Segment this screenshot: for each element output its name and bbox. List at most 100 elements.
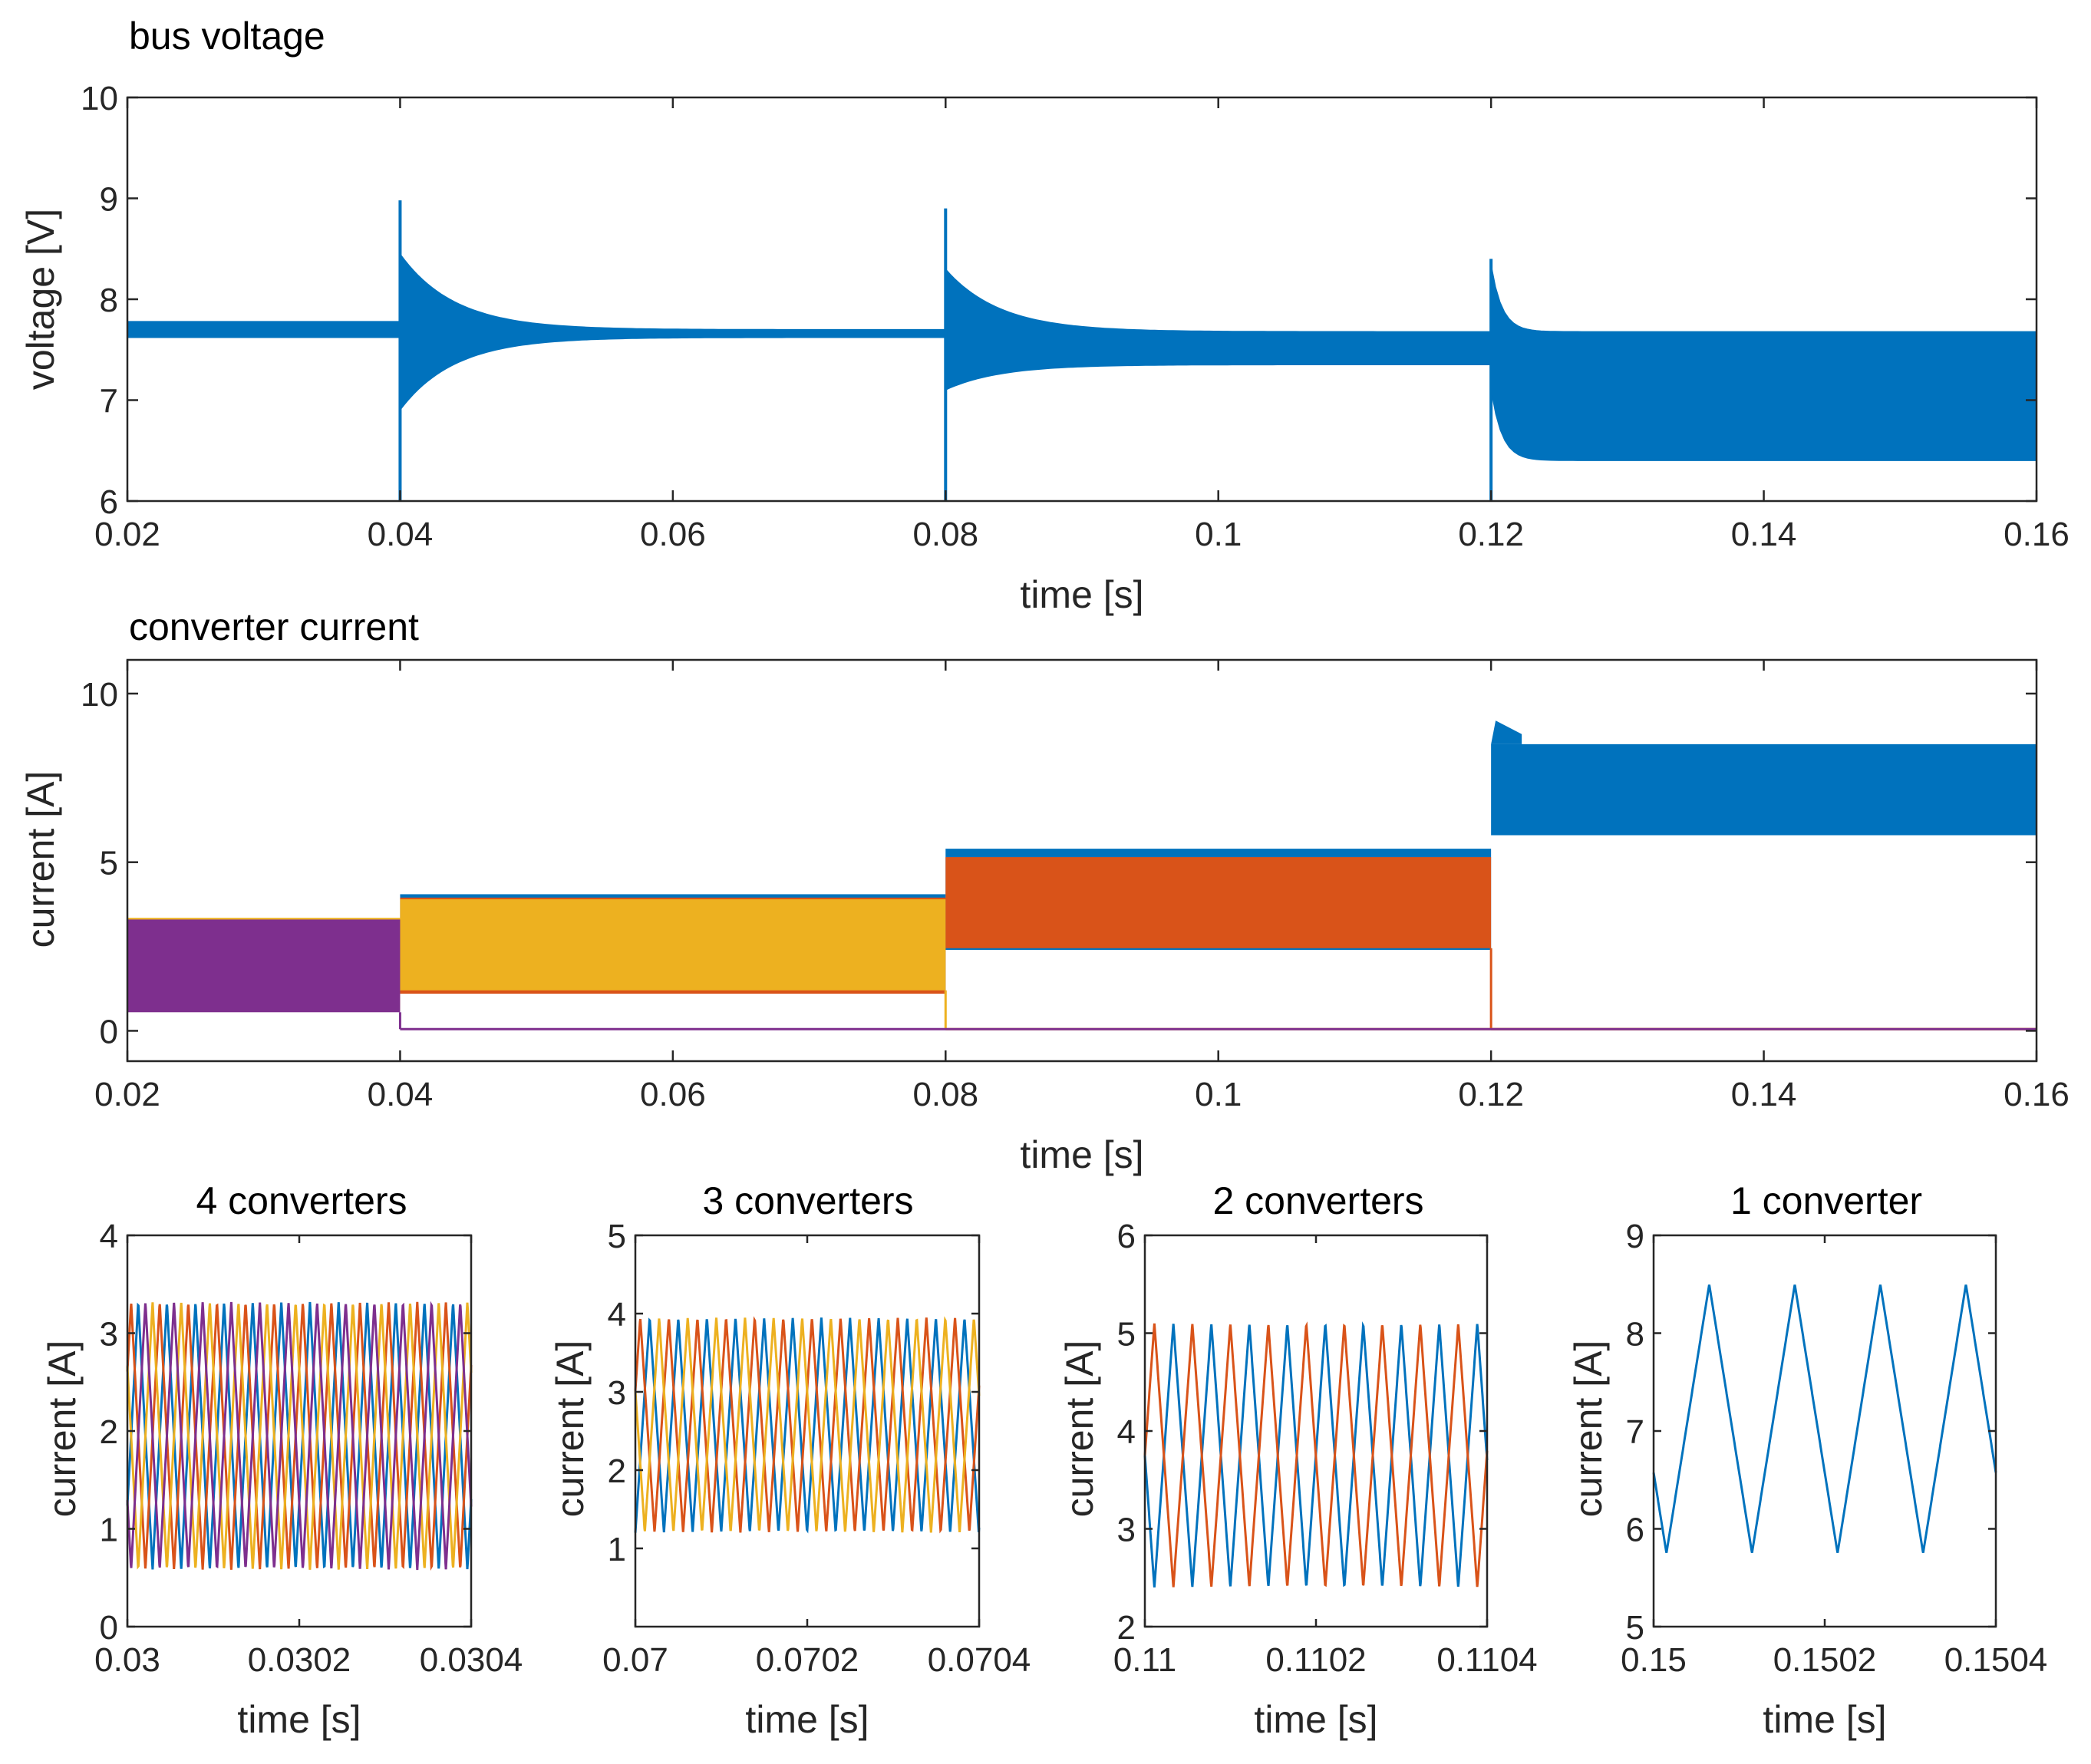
zoom-4-x-ticks: 0.03 0.0302 0.0304	[94, 1235, 523, 1679]
bus-voltage-band	[1490, 263, 2037, 461]
zoom-3-y-label: current [A]	[549, 1340, 592, 1518]
zoom-2-converters-panel: 2 converters 0.11 0.1102 0.1104 2 3 4 5 6 time…	[1058, 1179, 1538, 1741]
y-tick-label: 9	[100, 181, 118, 219]
zoom-3-y-ticks: 1 2 3 4 5	[608, 1218, 979, 1568]
x-tick-label: 0.06	[640, 1076, 706, 1113]
x-tick-label: 0.0704	[928, 1641, 1031, 1679]
x-tick-label: 0.1504	[1944, 1641, 2048, 1679]
converter-current-x-label: time [s]	[1020, 1133, 1143, 1176]
y-tick-label: 1	[608, 1531, 626, 1568]
zoom-4-axes	[126, 1234, 473, 1628]
y-tick-label: 0	[100, 1609, 118, 1647]
converter-current-plot	[127, 720, 2037, 1030]
converter-current-x-ticks: 0.02 0.04 0.06 0.08 0.1 0.12 0.14 0.16	[94, 660, 2070, 1113]
y-tick-label: 9	[1626, 1218, 1644, 1255]
z4-series-3	[126, 1302, 473, 1570]
y-tick-label: 0	[100, 1013, 118, 1050]
x-tick-label: 0.16	[2004, 1076, 2070, 1113]
x-tick-label: 0.0304	[420, 1641, 523, 1679]
current-overshoot	[1491, 720, 1522, 744]
z3-series-1	[634, 1317, 981, 1534]
y-tick-label: 4	[1117, 1413, 1136, 1451]
y-tick-label: 5	[100, 845, 118, 882]
y-tick-label: 5	[1626, 1609, 1644, 1647]
zoom-3-converters-panel: 3 converters 0.07 0.0702 0.0704 1 2 3 4 5 time…	[549, 1179, 1031, 1741]
y-tick-label: 10	[81, 80, 118, 117]
y-tick-label: 1	[100, 1512, 118, 1549]
zoom-4-x-label: time [s]	[237, 1698, 361, 1741]
zoom-2-x-ticks: 0.11 0.1102 0.1104	[1113, 1235, 1538, 1679]
bus-voltage-band	[945, 268, 1492, 391]
zoom-4-converters-panel: 4 converters 0.03 0.0302 0.0304 0 1 2 3 4 time…	[41, 1179, 523, 1741]
bus-voltage-title: bus voltage	[129, 15, 325, 58]
x-tick-label: 0.03	[94, 1641, 160, 1679]
y-tick-label: 2	[1117, 1609, 1136, 1647]
y-tick-label: 3	[1117, 1512, 1136, 1549]
x-tick-label: 0.04	[368, 516, 434, 553]
y-tick-label: 6	[1626, 1512, 1644, 1549]
x-tick-label: 0.12	[1458, 1076, 1524, 1113]
zoom-4-y-ticks: 0 1 2 3 4	[100, 1218, 471, 1647]
y-tick-label: 8	[100, 282, 118, 319]
zoom-1-y-label: current [A]	[1567, 1340, 1610, 1518]
y-tick-label: 8	[1626, 1316, 1644, 1353]
y-tick-label: 6	[1117, 1218, 1136, 1255]
zoom-1-plot	[1652, 1284, 1997, 1553]
x-tick-label: 0.04	[368, 1076, 434, 1113]
x-tick-label: 0.02	[94, 1076, 160, 1113]
zoom-4-plot	[126, 1301, 473, 1571]
zoom-1-title: 1 converter	[1730, 1179, 1922, 1222]
x-tick-label: 0.1	[1195, 1076, 1242, 1113]
x-tick-label: 0.14	[1731, 1076, 1797, 1113]
x-tick-label: 0.15	[1621, 1641, 1687, 1679]
x-tick-label: 0.1502	[1773, 1641, 1877, 1679]
y-tick-label: 7	[100, 383, 118, 420]
zoom-3-x-label: time [s]	[745, 1698, 869, 1741]
bus-voltage-x-label: time [s]	[1020, 573, 1143, 616]
zoom-4-y-label: current [A]	[41, 1340, 84, 1518]
y-tick-label: 10	[81, 676, 118, 714]
converter-current-axes	[126, 658, 2038, 1063]
x-tick-label: 0.08	[912, 516, 978, 553]
zoom-3-x-ticks: 0.07 0.0702 0.0704	[602, 1235, 1031, 1679]
zoom-3-title: 3 converters	[702, 1179, 913, 1222]
converter-current-y-label: current [A]	[19, 771, 62, 948]
zoom-2-y-label: current [A]	[1058, 1340, 1101, 1518]
x-tick-label: 0.08	[912, 1076, 978, 1113]
x-tick-label: 0.1104	[1436, 1641, 1537, 1679]
bus-voltage-y-ticks: 6 7 8 9 10	[81, 80, 2037, 521]
y-tick-label: 5	[1117, 1316, 1136, 1353]
y-tick-label: 4	[100, 1218, 118, 1255]
z4-series-4	[126, 1301, 473, 1571]
zoom-4-title: 4 converters	[196, 1179, 407, 1222]
bus-voltage-x-ticks: 0.02 0.04 0.06 0.08 0.1 0.12 0.14 0.16	[94, 97, 2070, 553]
y-tick-label: 6	[100, 483, 118, 521]
zoom-1-converter-panel: 1 converter 0.15 0.1502 0.1504 5 6 7 8 9 time …	[1567, 1179, 2047, 1741]
z2-series-2	[1143, 1321, 1489, 1588]
current-band-1	[1491, 744, 2037, 836]
zoom-2-plot	[1143, 1321, 1489, 1588]
z1-series-1	[1652, 1284, 1997, 1553]
bus-voltage-band	[127, 321, 401, 338]
zoom-2-x-label: time [s]	[1254, 1698, 1377, 1741]
zoom-2-axes	[1143, 1234, 1489, 1628]
z3-series-3	[634, 1316, 981, 1533]
x-tick-label: 0.02	[94, 516, 160, 553]
x-tick-label: 0.16	[2004, 516, 2070, 553]
y-tick-label: 3	[100, 1316, 118, 1353]
x-tick-label: 0.11	[1113, 1641, 1176, 1679]
x-tick-label: 0.06	[640, 516, 706, 553]
zoom-2-y-ticks: 2 3 4 5 6	[1117, 1218, 1487, 1647]
y-tick-label: 4	[608, 1296, 626, 1334]
bus-voltage-band	[399, 252, 946, 412]
zoom-1-x-ticks: 0.15 0.1502 0.1504	[1621, 1235, 2047, 1679]
zoom-1-axes	[1652, 1234, 1997, 1628]
zoom-1-y-ticks: 5 6 7 8 9	[1626, 1218, 1996, 1647]
x-tick-label: 0.1	[1195, 516, 1242, 553]
current-band-3	[400, 899, 946, 991]
current-band-4	[127, 919, 401, 1013]
x-tick-label: 0.12	[1458, 516, 1524, 553]
zoom-1-x-label: time [s]	[1763, 1698, 1886, 1741]
x-tick-label: 0.1102	[1265, 1641, 1366, 1679]
x-tick-label: 0.14	[1731, 516, 1797, 553]
